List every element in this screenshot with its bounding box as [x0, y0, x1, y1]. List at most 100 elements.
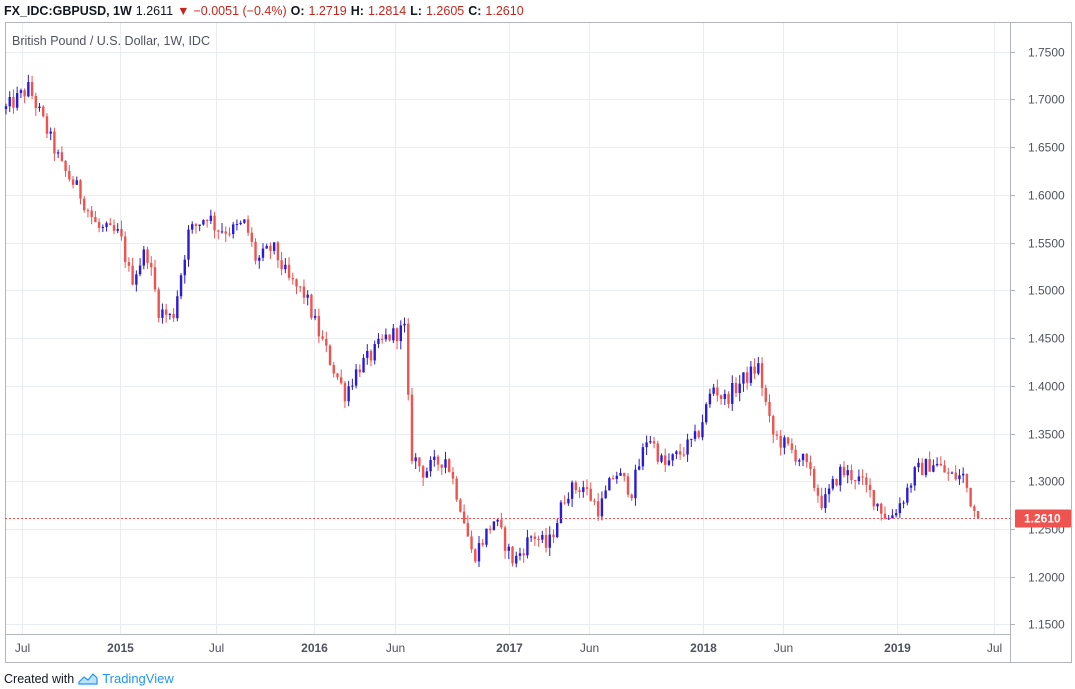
- candle-body: [306, 294, 309, 298]
- candle: [403, 317, 406, 333]
- candle: [872, 489, 875, 511]
- candles[interactable]: [4, 74, 980, 568]
- candle-body: [138, 265, 142, 275]
- candle: [786, 436, 790, 446]
- candle: [973, 504, 976, 518]
- candle-body: [79, 180, 82, 199]
- candle: [380, 334, 384, 344]
- price-chart[interactable]: 1.15001.20001.25001.30001.35001.40001.45…: [0, 0, 1075, 668]
- candle: [574, 480, 578, 494]
- candle-body: [183, 259, 186, 276]
- candle: [97, 218, 101, 233]
- candle-body: [205, 220, 209, 222]
- candle-body: [786, 437, 790, 444]
- candle-body: [284, 264, 287, 270]
- x-tick-label: Jul: [209, 641, 224, 655]
- candle-body: [921, 462, 924, 476]
- tradingview-brand[interactable]: TradingView: [102, 671, 174, 686]
- candle-body: [544, 535, 548, 548]
- candle-body: [973, 506, 976, 511]
- candle: [187, 225, 190, 267]
- candle-body: [23, 90, 26, 97]
- candle: [511, 546, 514, 567]
- candle-body: [425, 471, 429, 478]
- candle: [965, 473, 969, 493]
- candle: [485, 528, 488, 548]
- x-tick-label: 2018: [690, 641, 717, 655]
- candle: [734, 377, 738, 398]
- candle-body: [846, 470, 849, 476]
- candle: [906, 483, 909, 506]
- candle-body: [723, 393, 727, 399]
- candle: [395, 327, 399, 350]
- candle: [861, 469, 864, 485]
- candle: [507, 543, 510, 560]
- candle: [347, 380, 350, 407]
- candle-body: [749, 366, 753, 383]
- candle: [228, 227, 231, 237]
- candle-body: [213, 215, 216, 231]
- candle: [835, 478, 838, 487]
- candle-body: [898, 503, 902, 514]
- candle: [548, 526, 551, 557]
- candle: [112, 219, 116, 235]
- candle: [928, 451, 931, 472]
- candle: [150, 256, 153, 276]
- candle: [135, 270, 138, 292]
- candle: [358, 364, 362, 378]
- candle-body: [235, 224, 239, 226]
- candle-body: [727, 393, 730, 404]
- candle-body: [228, 233, 231, 235]
- candle-body: [94, 216, 97, 223]
- candle-body: [34, 95, 37, 109]
- candle: [731, 375, 734, 411]
- last-price: 1.2611: [135, 4, 174, 18]
- candle-body: [615, 475, 619, 479]
- candle-body: [202, 220, 205, 225]
- candle: [410, 387, 414, 465]
- candle: [310, 293, 313, 320]
- candle-body: [593, 500, 596, 502]
- candle: [526, 529, 529, 559]
- candle-body: [172, 313, 175, 319]
- chart-title: British Pound / U.S. Dollar, 1W, IDC: [12, 34, 210, 48]
- symbol-name[interactable]: FX_IDC:GBPUSD, 1W: [4, 4, 132, 18]
- candle-body: [790, 443, 794, 450]
- candle-body: [574, 482, 578, 491]
- candle: [284, 258, 287, 274]
- candle: [269, 242, 272, 259]
- candle: [660, 453, 663, 464]
- candle-body: [380, 338, 384, 340]
- candle: [634, 464, 637, 506]
- candle: [105, 221, 108, 232]
- candle-body: [116, 229, 119, 231]
- candle: [384, 328, 388, 342]
- candle-body: [868, 484, 872, 490]
- candle: [295, 278, 298, 295]
- y-tick-label: 1.3000: [1028, 475, 1065, 489]
- candle-body: [753, 366, 756, 374]
- candle-body: [328, 345, 332, 365]
- candle-body: [448, 459, 451, 472]
- candle: [258, 255, 261, 269]
- candle: [850, 464, 853, 485]
- time-axis[interactable]: Jul 2015 Jul 2016 Jun 2017 Jun 2018 Jun 2019 Jul: [15, 641, 1002, 655]
- candle: [567, 492, 570, 506]
- candle-body: [258, 257, 261, 261]
- candle-body: [75, 180, 78, 185]
- candle: [213, 211, 216, 239]
- candle-body: [582, 487, 585, 493]
- price-axis[interactable]: 1.15001.20001.25001.30001.35001.40001.45…: [1010, 46, 1065, 632]
- candle-body: [511, 546, 514, 564]
- candle-body: [291, 277, 294, 280]
- candle-body: [533, 536, 537, 539]
- candle-body: [373, 344, 376, 361]
- y-tick-label: 1.5500: [1028, 237, 1065, 251]
- candle-body: [440, 464, 443, 468]
- candle: [64, 160, 67, 177]
- candle-body: [861, 476, 864, 478]
- candle: [470, 530, 473, 553]
- candle: [887, 514, 890, 520]
- candle-body: [604, 490, 607, 499]
- candle: [522, 548, 525, 563]
